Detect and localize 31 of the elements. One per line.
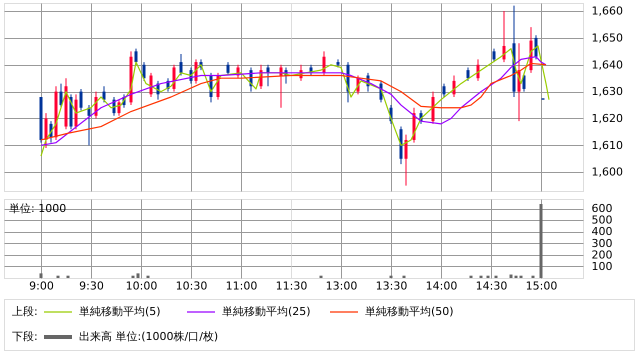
y-tick-label: 1,660	[592, 4, 623, 18]
y-tick-label: 300	[592, 236, 612, 250]
y-tick-label: 1,630	[592, 85, 623, 98]
legend-label: 単純移動平均(5)	[79, 305, 161, 318]
legend-label: 単純移動平均(50)	[365, 305, 454, 318]
annotation: 単位: 1000	[9, 202, 66, 215]
x-tick-label: 13:00	[326, 280, 358, 292]
x-tick-label: 10:00	[126, 280, 158, 292]
x-tick-label: 9:30	[79, 280, 104, 292]
y-tick-label: 400	[592, 225, 612, 238]
y-tick-label: 100	[592, 260, 612, 273]
x-tick-label: 14:30	[476, 280, 508, 292]
legend-label: 出来高 単位:(1000株/口/枚)	[79, 330, 218, 343]
y-tick-label: 1,640	[592, 58, 623, 72]
legend-title: 下段:	[12, 330, 38, 343]
y-tick-label: 1,600	[592, 166, 623, 179]
legend-label: 単純移動平均(25)	[222, 305, 311, 318]
legend-title: 上段:	[12, 305, 38, 318]
x-tick-label: 9:00	[29, 280, 54, 292]
x-tick-label: 15:00	[526, 280, 558, 292]
x-tick-label: 11:00	[226, 280, 258, 292]
y-tick-label: 1,610	[592, 138, 623, 152]
y-tick-label: 600	[592, 202, 612, 216]
y-tick-label: 500	[592, 214, 612, 227]
y-tick-label: 1,650	[592, 31, 623, 44]
y-tick-label: 200	[592, 248, 612, 262]
x-tick-label: 14:00	[426, 280, 458, 292]
x-tick-label: 13:30	[376, 280, 408, 292]
y-tick-label: 1,620	[592, 112, 623, 125]
x-tick-label: 11:30	[276, 280, 308, 292]
x-tick-label: 10:30	[176, 280, 208, 292]
